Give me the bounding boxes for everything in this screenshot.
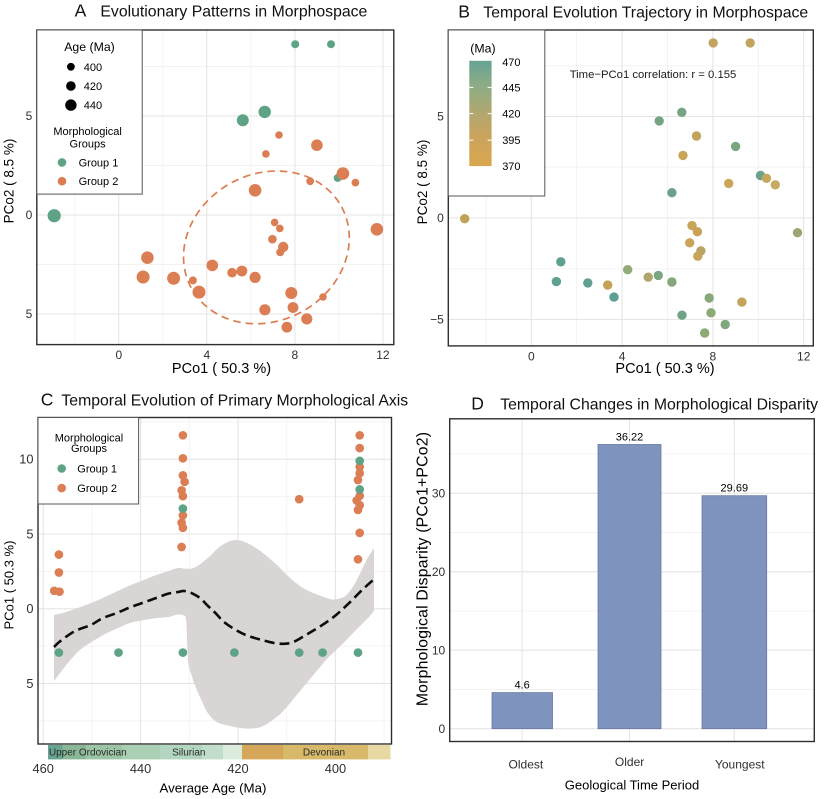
svg-text:A: A	[75, 1, 87, 21]
svg-text:D: D	[471, 394, 484, 414]
svg-text:Temporal Evolution of Primary: Temporal Evolution of Primary Morphologi…	[61, 393, 408, 410]
svg-text:10: 10	[432, 643, 446, 657]
svg-text:Oldest: Oldest	[509, 758, 544, 772]
svg-text:470: 470	[502, 57, 520, 69]
svg-text:12: 12	[797, 349, 811, 363]
svg-text:4: 4	[203, 348, 210, 362]
svg-text:PCo2 ( 8.5 %): PCo2 ( 8.5 %)	[2, 139, 17, 224]
svg-text:12: 12	[376, 348, 390, 362]
svg-text:4.6: 4.6	[514, 680, 529, 692]
svg-text:Geological Time Period: Geological Time Period	[565, 778, 699, 793]
svg-text:Group 2: Group 2	[77, 483, 117, 495]
svg-text:8: 8	[292, 348, 299, 362]
svg-text:PCo1 ( 50.3 %): PCo1 ( 50.3 %)	[615, 361, 714, 377]
svg-text:20: 20	[432, 565, 446, 579]
svg-text:4: 4	[619, 349, 626, 363]
svg-text:Evolutionary Patterns in Morph: Evolutionary Patterns in Morphospace	[100, 4, 367, 21]
svg-text:5: 5	[26, 676, 33, 691]
svg-text:440: 440	[84, 100, 102, 112]
svg-text:5: 5	[26, 307, 33, 321]
svg-text:440: 440	[130, 761, 151, 776]
svg-text:0: 0	[26, 601, 33, 616]
svg-text:10: 10	[19, 452, 33, 467]
svg-text:0: 0	[528, 349, 535, 363]
svg-text:Morphological Disparity (PCo1+: Morphological Disparity (PCo1+PCo2)	[415, 432, 432, 706]
svg-text:5: 5	[26, 109, 33, 123]
svg-text:Group 2: Group 2	[79, 176, 119, 188]
svg-text:Temporal Changes in Morphologi: Temporal Changes in Morphological Dispar…	[500, 397, 818, 414]
svg-text:5: 5	[437, 110, 444, 124]
svg-text:400: 400	[325, 761, 346, 776]
svg-text:Group 1: Group 1	[77, 463, 117, 475]
svg-text:−5: −5	[430, 313, 444, 327]
svg-text:Morphological: Morphological	[55, 432, 123, 444]
svg-text:8: 8	[710, 349, 717, 363]
svg-text:Groups: Groups	[70, 138, 107, 150]
svg-text:0: 0	[115, 348, 122, 362]
svg-text:445: 445	[502, 82, 520, 94]
svg-text:30: 30	[432, 487, 446, 501]
svg-text:0: 0	[439, 722, 446, 736]
svg-text:Morphological: Morphological	[53, 126, 121, 138]
svg-text:(Ma): (Ma)	[470, 41, 495, 55]
svg-text:C: C	[41, 390, 54, 410]
svg-text:Age (Ma): Age (Ma)	[64, 40, 115, 54]
svg-text:Older: Older	[615, 755, 644, 769]
svg-text:Devonian: Devonian	[303, 747, 345, 758]
svg-text:Average Age (Ma): Average Age (Ma)	[160, 781, 267, 796]
svg-text:395: 395	[502, 135, 520, 147]
svg-text:0: 0	[26, 208, 33, 222]
svg-text:0: 0	[437, 211, 444, 225]
svg-text:Time−PCo1 correlation: r = 0.1: Time−PCo1 correlation: r = 0.155	[570, 69, 737, 81]
svg-text:Youngest: Youngest	[715, 758, 765, 772]
svg-text:Groups: Groups	[71, 443, 108, 455]
svg-text:36.22: 36.22	[616, 432, 644, 444]
svg-text:460: 460	[33, 761, 54, 776]
svg-text:Group 1: Group 1	[79, 157, 119, 169]
svg-text:420: 420	[502, 109, 520, 121]
svg-text:29.69: 29.69	[721, 483, 749, 495]
svg-text:PCo2 ( 8.5 %): PCo2 ( 8.5 %)	[415, 140, 430, 225]
svg-text:420: 420	[227, 761, 248, 776]
svg-text:420: 420	[84, 81, 102, 93]
svg-text:PCo1 ( 50.3 %): PCo1 ( 50.3 %)	[172, 361, 271, 377]
svg-text:5: 5	[26, 526, 33, 541]
svg-text:Upper Ordovician: Upper Ordovician	[49, 747, 127, 758]
svg-text:Temporal Evolution Trajectory: Temporal Evolution Trajectory in Morphos…	[483, 4, 808, 21]
svg-text:B: B	[458, 1, 470, 21]
svg-text:370: 370	[502, 161, 520, 173]
svg-text:PCo1 ( 50.3 %): PCo1 ( 50.3 %)	[2, 541, 17, 630]
svg-text:Silurian: Silurian	[172, 747, 205, 758]
svg-text:400: 400	[84, 62, 102, 74]
